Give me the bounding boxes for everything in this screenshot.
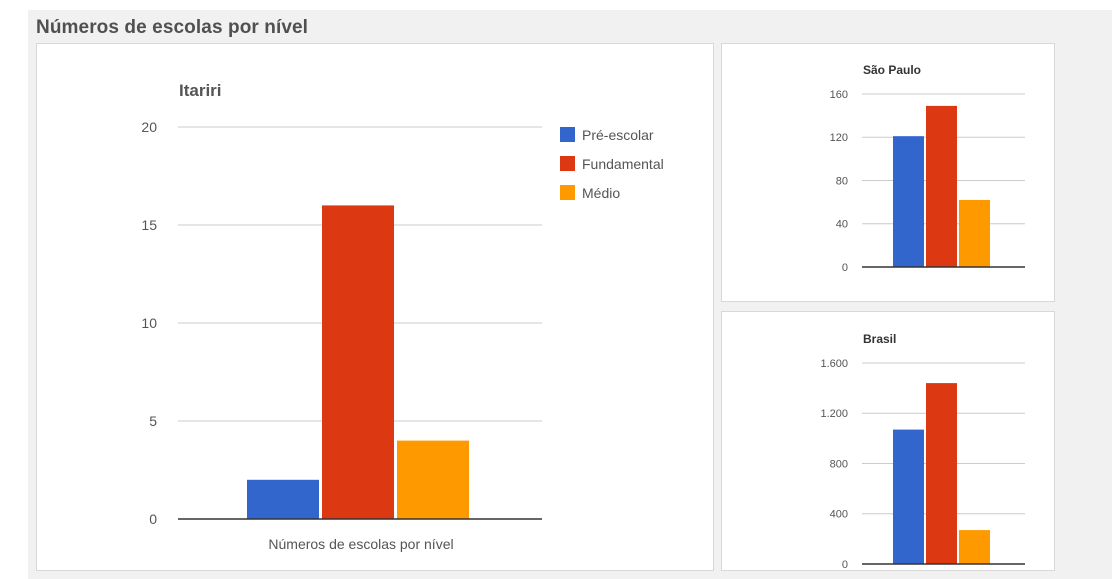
legend-item-fundamental[interactable]: Fundamental: [560, 156, 664, 172]
y-tick-label: 10: [141, 315, 157, 331]
page-title: Números de escolas por nível: [36, 17, 309, 38]
y-tick-label: 800: [830, 458, 848, 470]
legend-label-medio: Médio: [582, 185, 620, 201]
legend-label-fundamental: Fundamental: [582, 156, 664, 172]
chart-panel-sao-paulo: São Paulo 0 40 80 120 160: [721, 43, 1055, 302]
charts-area: Números de escolas por nível Itariri 0 5 1…: [28, 10, 1112, 579]
y-tick-label: 15: [141, 217, 157, 233]
bar-pre-escolar[interactable]: [247, 479, 319, 519]
y-tick-label: 0: [842, 559, 848, 571]
legend-swatch-medio: [560, 185, 575, 200]
y-tick-label: 1.600: [820, 358, 848, 370]
bar-medio[interactable]: [959, 199, 990, 267]
chart-panel-brasil: Brasil 0 400 800 1.200 1.600: [721, 311, 1055, 571]
x-category-label: Números de escolas por nível: [268, 536, 453, 552]
bar-pre-escolar[interactable]: [893, 136, 924, 267]
bar-fundamental[interactable]: [322, 205, 394, 519]
y-tick-label: 0: [149, 511, 157, 527]
legend: Pré-escolar Fundamental Médio: [560, 127, 664, 201]
legend-item-medio[interactable]: Médio: [560, 185, 620, 201]
itariri-chart: Itariri 0 5 10 15 20 Números de escolas por …: [141, 81, 664, 552]
y-tick-label: 120: [830, 132, 848, 144]
chart-title: Itariri: [179, 81, 222, 100]
sao-paulo-chart: São Paulo 0 40 80 120 160: [830, 63, 1025, 274]
chart-title: Brasil: [863, 332, 896, 346]
bar-pre-escolar[interactable]: [893, 429, 924, 564]
brasil-chart: Brasil 0 400 800 1.200 1.600: [820, 332, 1025, 571]
chart-title: São Paulo: [863, 63, 921, 77]
legend-swatch-pre-escolar: [560, 127, 575, 142]
bar-medio[interactable]: [397, 440, 469, 519]
y-tick-label: 160: [830, 89, 848, 101]
legend-label-pre-escolar: Pré-escolar: [582, 127, 654, 143]
y-tick-label: 80: [836, 175, 848, 187]
y-tick-label: 400: [830, 509, 848, 521]
y-tick-label: 5: [149, 413, 157, 429]
y-tick-label: 1.200: [820, 408, 848, 420]
y-tick-label: 40: [836, 219, 848, 231]
y-tick-label: 0: [842, 262, 848, 274]
legend-swatch-fundamental: [560, 156, 575, 171]
legend-item-pre-escolar[interactable]: Pré-escolar: [560, 127, 654, 143]
bar-medio[interactable]: [959, 530, 990, 564]
bar-fundamental[interactable]: [926, 383, 957, 564]
chart-panel-itariri: Itariri 0 5 10 15 20 Números de escolas por …: [36, 43, 714, 571]
bar-fundamental[interactable]: [926, 105, 957, 267]
y-tick-label: 20: [141, 119, 157, 135]
